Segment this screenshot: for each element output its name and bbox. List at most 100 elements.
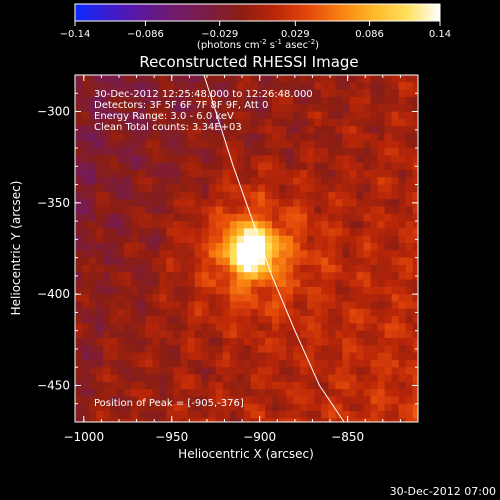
heatmap-cell — [412, 316, 418, 324]
heatmap-cell — [370, 345, 379, 354]
heatmap-cell — [82, 243, 90, 251]
heatmap-cell — [349, 75, 358, 83]
heatmap-cell — [117, 155, 125, 164]
heatmap-cell — [300, 82, 308, 91]
heatmap-cell — [321, 155, 329, 164]
heatmap-cell — [286, 243, 294, 251]
heatmap-cell — [145, 264, 153, 273]
heatmap-cell — [222, 323, 231, 332]
heatmap-cell — [321, 359, 329, 368]
heatmap-cell — [96, 352, 104, 361]
heatmap-cell — [103, 308, 111, 317]
heatmap-cell — [201, 111, 210, 120]
heatmap-cell — [272, 82, 280, 91]
heatmap-cell — [272, 206, 280, 215]
heatmap-cell — [124, 330, 132, 339]
heatmap-cell — [75, 279, 83, 288]
heatmap-cell — [229, 272, 238, 281]
heatmap-cell — [272, 272, 280, 281]
heatmap-cell — [145, 294, 153, 303]
heatmap-cell — [356, 330, 365, 339]
heatmap-cell — [201, 294, 210, 303]
heatmap-cell — [215, 264, 224, 273]
heatmap-cell — [391, 155, 400, 164]
heatmap-cell — [328, 308, 336, 317]
heatmap-cell — [110, 264, 118, 273]
heatmap-cell — [391, 301, 400, 310]
heatmap-cell — [279, 323, 287, 332]
heatmap-cell — [250, 337, 259, 346]
heatmap-cell — [82, 374, 90, 383]
heatmap-cell — [363, 213, 372, 222]
heatmap-cell — [370, 199, 379, 208]
heatmap-cell — [264, 96, 273, 105]
heatmap-cell — [201, 228, 210, 237]
heatmap-cell — [349, 235, 358, 244]
heatmap-cell — [229, 257, 238, 266]
heatmap-cell — [103, 235, 111, 244]
heatmap-cell — [363, 330, 372, 339]
heatmap-cell — [264, 279, 273, 288]
heatmap-cell — [145, 162, 153, 171]
heatmap-cell — [356, 126, 365, 135]
heatmap-cell — [110, 381, 118, 390]
heatmap-cell — [159, 228, 168, 237]
heatmap-cell — [145, 381, 153, 390]
heatmap-cell — [145, 213, 153, 222]
heatmap-cell — [307, 75, 315, 83]
heatmap-cell — [250, 228, 259, 237]
heatmap-cell — [236, 221, 245, 230]
heatmap-cell — [272, 359, 280, 368]
heatmap-cell — [314, 228, 322, 237]
heatmap-cell — [384, 381, 393, 390]
heatmap-cell — [103, 118, 111, 127]
heatmap-cell — [321, 104, 329, 113]
heatmap-cell — [236, 75, 245, 83]
heatmap-cell — [314, 111, 322, 120]
heatmap-cell — [321, 235, 329, 244]
heatmap-cell — [398, 308, 407, 317]
heatmap-cell — [321, 257, 329, 266]
heatmap-cell — [117, 279, 125, 288]
heatmap-cell — [314, 418, 322, 422]
heatmap-cell — [286, 403, 294, 412]
heatmap-cell — [201, 264, 210, 273]
heatmap-cell — [187, 169, 196, 178]
heatmap-cell — [356, 316, 365, 324]
heatmap-cell — [342, 374, 350, 383]
heatmap-cell — [208, 184, 217, 193]
heatmap-cell — [349, 352, 358, 361]
heatmap-cell — [103, 352, 111, 361]
heatmap-cell — [412, 374, 418, 383]
heatmap-cell — [96, 308, 104, 317]
heatmap-cell — [222, 345, 231, 354]
heatmap-cell — [342, 104, 350, 113]
heatmap-cell — [138, 213, 146, 222]
heatmap-cell — [243, 221, 252, 230]
heatmap-cell — [250, 359, 259, 368]
heatmap-cell — [405, 286, 414, 295]
heatmap-cell — [110, 199, 118, 208]
heatmap-cell — [229, 301, 238, 310]
heatmap-cell — [264, 345, 273, 354]
heatmap-cell — [215, 191, 224, 200]
heatmap-cell — [412, 264, 418, 273]
heatmap-cell — [398, 155, 407, 164]
heatmap-cell — [321, 374, 329, 383]
heatmap-cell — [166, 308, 175, 317]
heatmap-cell — [236, 264, 245, 273]
heatmap-cell — [173, 133, 182, 142]
heatmap-cell — [356, 389, 365, 398]
heatmap-cell — [300, 330, 308, 339]
heatmap-cell — [257, 316, 266, 324]
heatmap-cell — [173, 75, 182, 83]
heatmap-cell — [307, 155, 315, 164]
heatmap-cell — [300, 418, 308, 422]
heatmap-cell — [166, 294, 175, 303]
heatmap-cell — [124, 191, 132, 200]
heatmap-cell — [236, 330, 245, 339]
heatmap-cell — [89, 104, 97, 113]
heatmap-cell — [363, 111, 372, 120]
heatmap-cell — [272, 75, 280, 83]
heatmap-cell — [384, 403, 393, 412]
